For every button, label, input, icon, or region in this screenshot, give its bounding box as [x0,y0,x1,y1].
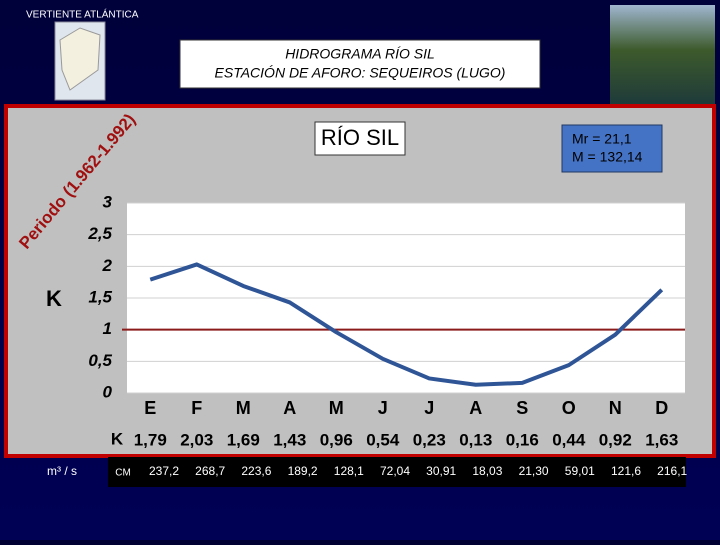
region-label: VERTIENTE ATLÁNTICA [26,8,139,21]
y-tick-label: 1,5 [88,287,112,306]
y-axis-label: K [46,286,62,311]
stats-m: M = 132,14 [572,149,643,165]
y-tick-label: 1 [103,319,112,338]
y-tick-label: 3 [103,192,113,211]
x-tick-label: N [609,398,622,418]
row-label: K [111,429,124,448]
x-tick-label: S [516,398,528,418]
value-label: 0,54 [366,430,400,449]
flow-value: 72,04 [380,464,410,478]
flow-value: 121,6 [611,464,641,478]
flow-value: 21,30 [519,464,549,478]
x-tick-label: M [329,398,344,418]
flow-value: 268,7 [195,464,225,478]
x-tick-label: E [144,398,156,418]
stats-mr: Mr = 21,1 [572,131,632,147]
flow-value: 18,03 [472,464,502,478]
x-tick-label: M [236,398,251,418]
x-tick-label: J [378,398,388,418]
map-shape [59,27,101,91]
stats-box [561,124,663,173]
y-tick-label: 2 [102,256,113,275]
value-label: 0,96 [320,430,353,449]
value-label: 2,03 [180,430,213,449]
x-tick-label: D [655,398,668,418]
value-label: 1,63 [645,430,678,449]
flow-value: 30,91 [426,464,456,478]
value-label: 0,13 [459,430,492,449]
value-label: 1,69 [227,430,260,449]
title: HIDROGRAMA RÍO SIL [285,46,435,62]
title-box [179,39,541,89]
flow-value: 223,6 [241,464,271,478]
y-tick-label: 0 [103,382,113,401]
photo-image [610,5,715,105]
x-tick-label: O [562,398,576,418]
flow-value: 128,1 [334,464,364,478]
flow-unit: m³ / s [47,464,77,478]
value-label: 1,79 [134,430,167,449]
chart-title: RÍO SIL [321,125,399,150]
value-label: 0,92 [599,430,632,449]
x-tick-label: J [424,398,434,418]
value-label: 1,43 [273,430,306,449]
value-label: 0,44 [552,430,586,449]
value-label: 0,16 [506,430,539,449]
subtitle: ESTACIÓN DE AFORO: SEQUEIROS (LUGO) [215,65,506,81]
flow-row-label: CM [115,468,131,479]
flow-value: 189,2 [288,464,318,478]
flow-value: 237,2 [149,464,179,478]
flow-row [108,457,686,487]
x-tick-label: F [191,398,202,418]
y-tick-label: 0,5 [88,351,112,370]
chart-title-box [314,121,406,156]
flow-value: 59,01 [565,464,595,478]
x-tick-label: A [283,398,296,418]
flow-value: 216,1 [657,464,687,478]
data-line [149,262,664,387]
value-label: 0,23 [413,430,446,449]
y-tick-label: 2,5 [87,224,112,243]
x-tick-label: A [469,398,482,418]
